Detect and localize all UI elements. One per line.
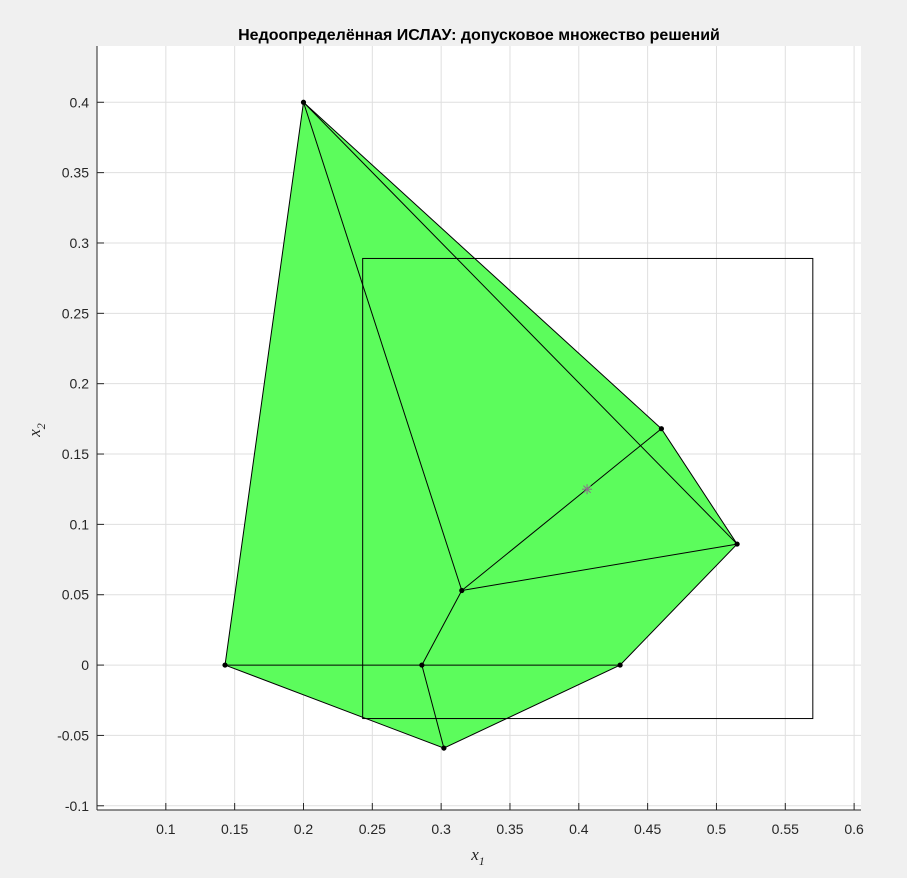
y-tick-label: 0	[81, 657, 89, 673]
center-star	[582, 484, 593, 495]
y-tick-label: 0.35	[62, 165, 89, 181]
chart-title: Недоопределённая ИСЛАУ: допусковое множе…	[238, 27, 720, 44]
y-tick-label: 0.05	[62, 587, 89, 603]
center-star-stroke-3	[583, 485, 592, 494]
vertex-point-5	[222, 662, 228, 668]
y-tick-label: 0.4	[70, 94, 90, 110]
vertex-point-4	[441, 745, 447, 751]
internal-edge-1	[303, 102, 463, 591]
x-tick-label: 0.2	[294, 821, 314, 837]
y-tick-label: 0.25	[62, 305, 89, 321]
x-tick-label: 0.5	[707, 821, 727, 837]
vertex-point-6	[419, 662, 425, 668]
y-tick-label: 0.15	[62, 446, 89, 462]
internal-edge-6	[421, 664, 445, 749]
bounding-box-rect	[362, 257, 814, 720]
x-axis-label: x1	[470, 845, 485, 868]
internal-edge-4	[421, 590, 463, 666]
bounding-box	[362, 257, 814, 720]
center-marker	[582, 484, 593, 495]
vertex-point-2	[734, 541, 740, 547]
internal-edge-3	[461, 428, 662, 591]
internal-edge-0	[303, 101, 738, 545]
x-tick-label: 0.25	[359, 821, 386, 837]
y-tick-label: -0.05	[57, 727, 89, 743]
y-tick-label: 0.2	[70, 376, 90, 392]
x-tick-label: 0.45	[634, 821, 661, 837]
x-tick-label: 0.55	[772, 821, 799, 837]
axes	[96, 46, 861, 811]
x-tick-label: 0.1	[156, 821, 176, 837]
vertices	[222, 99, 740, 751]
vertex-point-3	[617, 662, 623, 668]
tick-labels: 0.1 0.15 0.2 0.25 0.3 0.35 0.4 0.45 0.5 0.55 0.6 -0…	[57, 94, 864, 837]
vertex-point-7	[459, 587, 465, 594]
y-axis-label-subscript: 2	[34, 423, 48, 429]
internal-edge-2	[461, 543, 738, 592]
vertex-point-1	[658, 426, 664, 432]
vertex-point-0	[300, 99, 307, 105]
x-axis-label-base: x	[470, 845, 479, 864]
y-tick-label: -0.1	[65, 798, 89, 814]
x-tick-label: 0.4	[569, 821, 589, 837]
x-tick-label: 0.3	[431, 821, 451, 837]
x-axis-label-subscript: 1	[479, 854, 485, 868]
x-tick-label: 0.35	[496, 821, 523, 837]
y-axis-label: x2	[25, 423, 48, 438]
y-tick-label: 0.3	[70, 235, 90, 251]
x-tick-label: 0.6	[844, 821, 864, 837]
y-tick-label: 0.1	[70, 516, 90, 532]
x-tick-label: 0.15	[221, 821, 248, 837]
internal-edges	[225, 101, 738, 749]
y-axis-label-base: x	[25, 429, 44, 438]
